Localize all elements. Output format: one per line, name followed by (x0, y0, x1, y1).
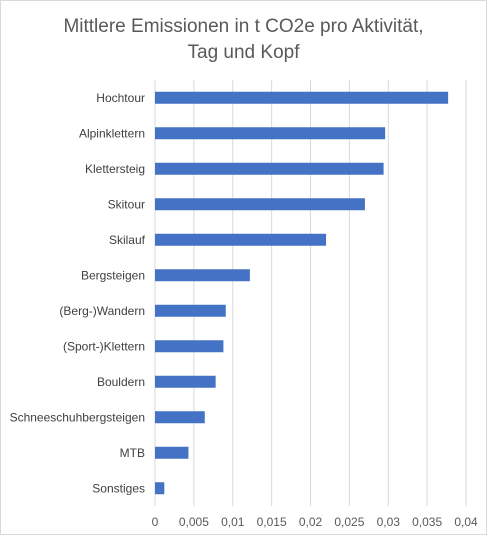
bar (155, 127, 386, 140)
bar (155, 269, 250, 282)
bar (155, 375, 216, 388)
category-label: Alpinklettern (79, 126, 145, 140)
category-labels: Hochtour Alpinklettern Klettersteig Skitour… (10, 91, 146, 496)
x-tick-label: 0 (152, 515, 159, 529)
x-tick-label: 0,035 (412, 515, 442, 529)
bar (155, 446, 189, 459)
bar (155, 233, 327, 246)
bar (155, 340, 224, 353)
chart-title-line-1: Mittlere Emissionen in t CO2e pro Aktivi… (63, 16, 424, 37)
x-tick-label: 0,005 (179, 515, 209, 529)
bar (155, 91, 449, 104)
category-label: Schneeschuhbergsteigen (10, 410, 145, 424)
x-tick-labels: 0 0,005 0,01 0,015 0,02 0,025 0,03 0,035 0,04 (152, 515, 478, 529)
category-label: Bergsteigen (81, 268, 145, 282)
chart-title-line-2: Tag und Kopf (187, 42, 300, 63)
category-label: Hochtour (96, 91, 145, 105)
bar (155, 411, 205, 424)
bar (155, 304, 226, 317)
x-tick-label: 0,01 (221, 515, 245, 529)
category-label: Klettersteig (85, 162, 145, 176)
bar (155, 198, 365, 211)
x-tick-label: 0,04 (454, 515, 478, 529)
chart-title: Mittlere Emissionen in t CO2e pro Aktivi… (0, 14, 487, 66)
category-label: Sonstiges (92, 481, 145, 495)
x-tick-label: 0,02 (299, 515, 323, 529)
category-label: Skilauf (109, 233, 146, 247)
category-label: (Sport-)Klettern (63, 339, 145, 353)
gridlines (154, 80, 467, 506)
category-label: Bouldern (97, 375, 145, 389)
x-tick-label: 0,015 (257, 515, 287, 529)
bar (155, 482, 165, 495)
x-tick-label: 0,025 (334, 515, 364, 529)
x-tick-label: 0,03 (377, 515, 401, 529)
category-label: (Berg-)Wandern (59, 304, 145, 318)
bars (155, 91, 449, 495)
bar (155, 162, 384, 175)
category-label: MTB (120, 446, 145, 460)
category-label: Skitour (108, 197, 145, 211)
